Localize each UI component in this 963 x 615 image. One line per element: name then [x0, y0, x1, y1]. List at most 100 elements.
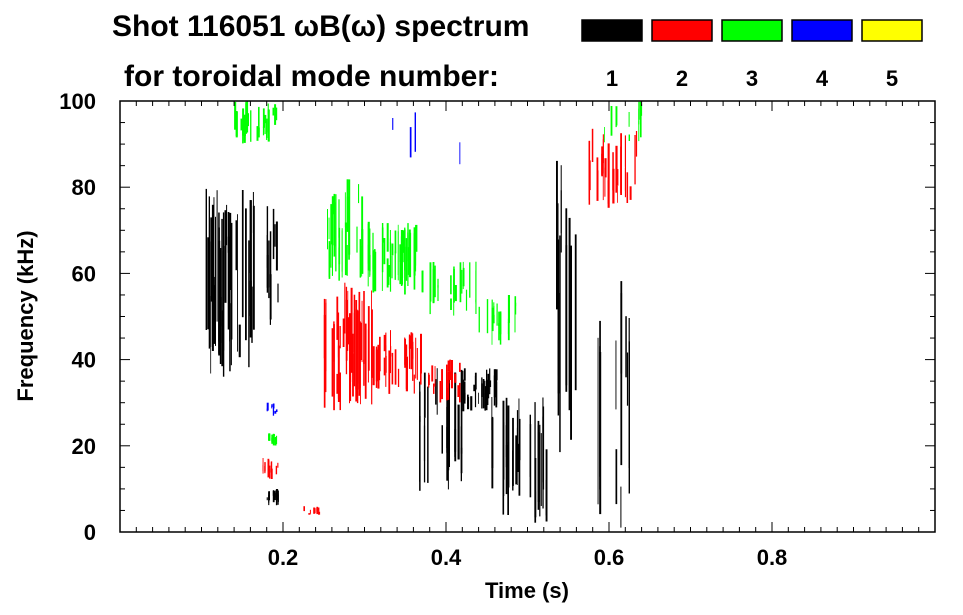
spectrum-pixel [331, 240, 333, 276]
spectrum-pixel [454, 285, 457, 302]
spectrum-pixel [367, 221, 370, 271]
spectrum-pixel [358, 291, 361, 364]
spectrum-pixel [507, 442, 510, 485]
spectrum-pixel [574, 234, 577, 391]
spectrum-pixel [390, 346, 392, 357]
spectrum-pixel [241, 190, 244, 318]
spectrum-pixel [245, 103, 247, 127]
legend-swatch-2 [651, 19, 713, 42]
spectrum-pixel [604, 167, 606, 197]
mode-1-series [205, 160, 630, 528]
spectrum-pixel [275, 465, 278, 475]
spectrum-pixel [410, 332, 413, 370]
spectrum-pixel [266, 408, 268, 412]
spectrum-pixel [624, 167, 626, 191]
spectrum-pixel [369, 228, 371, 276]
spectrum-pixel [447, 379, 450, 400]
spectrum-pixel [463, 368, 466, 381]
spectrum-pixel [331, 328, 334, 397]
spectrum-pixel [415, 337, 417, 379]
spectrum-pixel [620, 146, 622, 194]
spectrum-pixel [638, 101, 640, 120]
spectrum-pixel [441, 425, 443, 454]
spectrum-pixel [272, 491, 275, 503]
spectrum-pixel [221, 218, 223, 343]
spectrum-pixel [612, 152, 614, 191]
spectrum-pixel [545, 449, 548, 522]
spectrum-pixel [507, 460, 509, 515]
x-tick-label: 0.8 [757, 545, 788, 570]
spectrum-pixel [358, 184, 360, 204]
spectrum-pixel [454, 429, 457, 452]
spectrum-pixel [465, 289, 468, 311]
spectrum-pixel [556, 160, 558, 310]
spectrum-pixel [515, 435, 518, 485]
spectrum-pixel [435, 379, 437, 405]
spectrum-pixel [381, 223, 384, 273]
spectrum-pixel [568, 217, 571, 411]
spectrum-pixel [347, 317, 350, 345]
spectrum-pixel [457, 425, 460, 446]
spectrum-pixel [486, 299, 489, 334]
spectrum-pixel [336, 373, 339, 394]
spectrum-pixel [447, 360, 450, 371]
spectrum-pixel [617, 169, 619, 186]
spectrum-pixel [218, 212, 220, 342]
spectrum-pixel [409, 127, 412, 158]
spectrum-pixel [486, 387, 488, 411]
spectrum-pixel [601, 153, 604, 175]
spectrum-pixel [267, 109, 270, 142]
spectrum-pixel [615, 449, 618, 505]
legend-label-4: 4 [816, 66, 829, 91]
spectrum-pixel [394, 230, 397, 254]
spectrum-pixel [224, 210, 227, 303]
spectrum-pixel [268, 494, 270, 506]
spectrum-pixel [441, 369, 443, 400]
spectrum-pixel [427, 386, 429, 483]
spectrum-pixel [470, 396, 473, 411]
spectrum-pixel [316, 507, 319, 515]
spectrum-pixel [270, 468, 273, 479]
spectrum-pixel [462, 380, 464, 407]
spectrum-pixel [379, 336, 381, 372]
spectrum-pixel [529, 414, 531, 477]
spectrum-pixel [269, 292, 271, 325]
spectrum-pixel [216, 190, 218, 322]
spectrum-pixel [208, 263, 210, 349]
spectrum-pixel [534, 402, 536, 492]
spectrum-pixel [235, 111, 238, 136]
spectrum-pixel [274, 437, 277, 444]
spectrum-pixel [388, 265, 390, 277]
spectrum-pixel [325, 302, 327, 393]
spectrum-pixel [518, 458, 521, 496]
spectrum-pixel [635, 131, 638, 157]
spectrum-pixel [391, 255, 393, 279]
spectrum-pixel [405, 344, 408, 357]
y-tick-label: 0 [84, 520, 96, 545]
spectrum-pixel [439, 381, 442, 403]
spectrum-pixel [628, 112, 630, 127]
spectrum-pixel [271, 437, 274, 442]
spectrum-pixel [429, 273, 431, 298]
spectrum-pixel [391, 243, 394, 256]
spectrum-pixel [229, 212, 232, 290]
spectrum-pixel [467, 394, 469, 408]
spectrum-pixel [272, 208, 275, 260]
spectrum-pixel [383, 357, 386, 376]
spectrum-pixel [266, 402, 269, 411]
spectrum-pixel [264, 117, 266, 135]
spectrum-pixel [258, 107, 260, 138]
spectrum-pixel [491, 307, 494, 332]
spectrum-pixel [267, 460, 270, 468]
spectrum-pixel [277, 283, 279, 303]
spectrum-pixel [356, 310, 359, 384]
spectrum-pixel [459, 382, 461, 399]
spectrum-pixel [275, 489, 279, 500]
spectrum-pixel [626, 352, 629, 406]
spectrum-pixel [638, 120, 640, 142]
spectrum-pixel [381, 227, 384, 243]
spectrum-pixel [272, 107, 275, 116]
spectrum-pixel [400, 244, 403, 286]
spectrum-pixel [399, 244, 402, 285]
spectrum-pixel [625, 316, 627, 378]
